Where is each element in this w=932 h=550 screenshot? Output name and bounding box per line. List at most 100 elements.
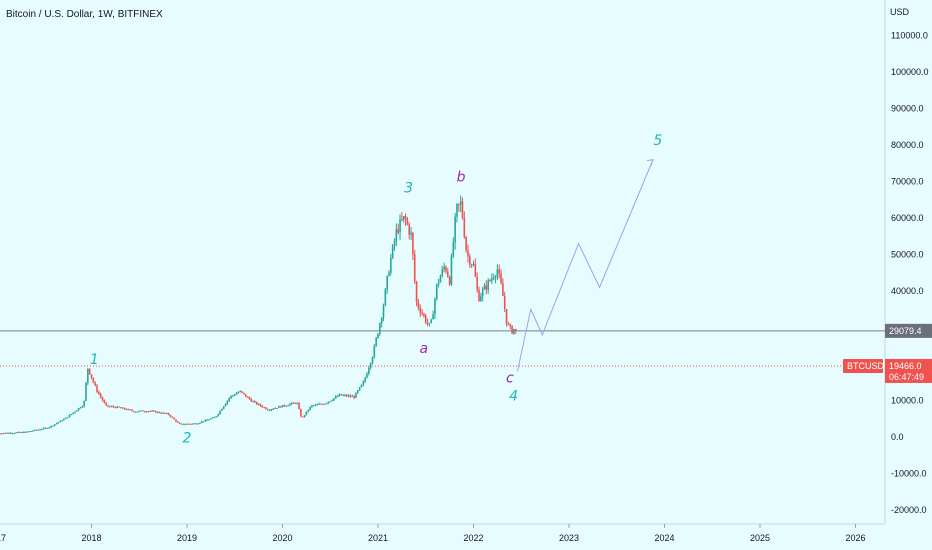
candle-body [85, 383, 87, 401]
candle-body [149, 410, 152, 412]
candle-body [263, 407, 265, 409]
candle-body [72, 412, 74, 415]
candle-body [340, 394, 343, 396]
candle-body [206, 419, 209, 421]
candle-body [98, 391, 100, 394]
candle-body [320, 403, 322, 405]
candle-body [463, 217, 466, 238]
candle-body [244, 394, 247, 397]
wave-label-a: a [420, 341, 429, 357]
price-tick-label: 50000.0 [891, 250, 924, 260]
candle-body [248, 397, 251, 399]
time-axis[interactable]: 2017 2018 2019 2020 2021 2022 2023 2024 2025 2026 [0, 524, 866, 543]
candle-body [336, 396, 339, 398]
candle-body [362, 381, 365, 385]
candle-body [325, 403, 328, 405]
candle-body [491, 278, 493, 281]
price-axis[interactable]: 110000.0 100000.0 90000.0 80000.0 70000.0 600… [891, 31, 929, 516]
candle-body [461, 201, 464, 218]
candle-body [101, 397, 104, 401]
candle-body [349, 395, 352, 397]
candle-body [184, 424, 186, 426]
price-tick-label: 70000.0 [891, 177, 924, 187]
projection-path[interactable] [516, 158, 654, 372]
candle-body [44, 427, 47, 429]
candle-body [289, 403, 291, 406]
candle-body [15, 432, 18, 434]
candle-body [197, 423, 199, 425]
candle-body [26, 431, 29, 433]
candle-body [110, 406, 113, 408]
candle-body [6, 432, 8, 434]
candle-body [423, 313, 425, 316]
candle-body [454, 216, 456, 243]
candle-body [145, 411, 148, 413]
candle-body [467, 250, 469, 257]
candle-body [129, 409, 131, 411]
candle-body [33, 429, 36, 431]
candle-body [228, 397, 231, 401]
candle-body [109, 406, 111, 408]
candle-body [116, 406, 119, 408]
candle-body [278, 406, 280, 409]
candle-body [178, 422, 181, 424]
candle-body [494, 276, 497, 279]
candle-body [142, 410, 144, 412]
candle-body [134, 411, 137, 413]
candle-body [470, 264, 473, 266]
candle-body [239, 391, 242, 393]
candle-body [224, 403, 227, 407]
projection-arrowhead [646, 158, 654, 166]
candle-body [432, 314, 434, 320]
candle-body [384, 289, 387, 306]
candle-body [13, 432, 16, 434]
candle-body [177, 421, 179, 423]
time-tick-label: 2022 [463, 533, 483, 543]
price-tick-label: 0.0 [891, 432, 904, 442]
candle-body [202, 421, 205, 423]
candle-body [459, 201, 462, 205]
candle-body [301, 416, 304, 418]
candle-body [66, 417, 69, 419]
candle-body [19, 431, 21, 433]
candle-body [158, 411, 161, 413]
candle-body [426, 322, 429, 324]
candle-body [63, 418, 65, 421]
projection-line[interactable] [516, 159, 654, 372]
candle-body [312, 405, 315, 407]
candle-body [255, 401, 258, 405]
candle-body [105, 402, 107, 406]
candle-body [303, 415, 306, 417]
candle-body [120, 407, 122, 409]
time-tick-label: 2019 [177, 533, 197, 543]
candle-body [222, 406, 225, 409]
candle-body [265, 407, 267, 410]
reference-line[interactable] [0, 330, 885, 367]
candle-body [243, 392, 245, 395]
candle-body [283, 405, 286, 407]
candle-body [395, 229, 398, 242]
candle-body [439, 276, 442, 283]
candle-body [375, 338, 377, 346]
candle-body [356, 390, 359, 393]
price-tick-label: 90000.0 [891, 104, 924, 114]
candle-body [353, 396, 355, 398]
candle-body [380, 317, 383, 324]
candle-body [41, 429, 43, 431]
candle-body [446, 271, 449, 277]
candle-body [485, 285, 488, 290]
candle-body [399, 219, 401, 233]
wave-label-2: 2 [183, 430, 192, 446]
candle-body [88, 368, 91, 375]
candle-body [505, 308, 508, 325]
candle-body [28, 431, 30, 433]
candle-body [294, 402, 297, 404]
time-tick-label: 2018 [81, 533, 101, 543]
candle-body [237, 392, 240, 394]
currency-label: USD [890, 7, 910, 17]
candle-body [355, 392, 357, 398]
candle-body [342, 395, 344, 397]
candle-body [210, 418, 212, 420]
candle-body [402, 216, 405, 220]
